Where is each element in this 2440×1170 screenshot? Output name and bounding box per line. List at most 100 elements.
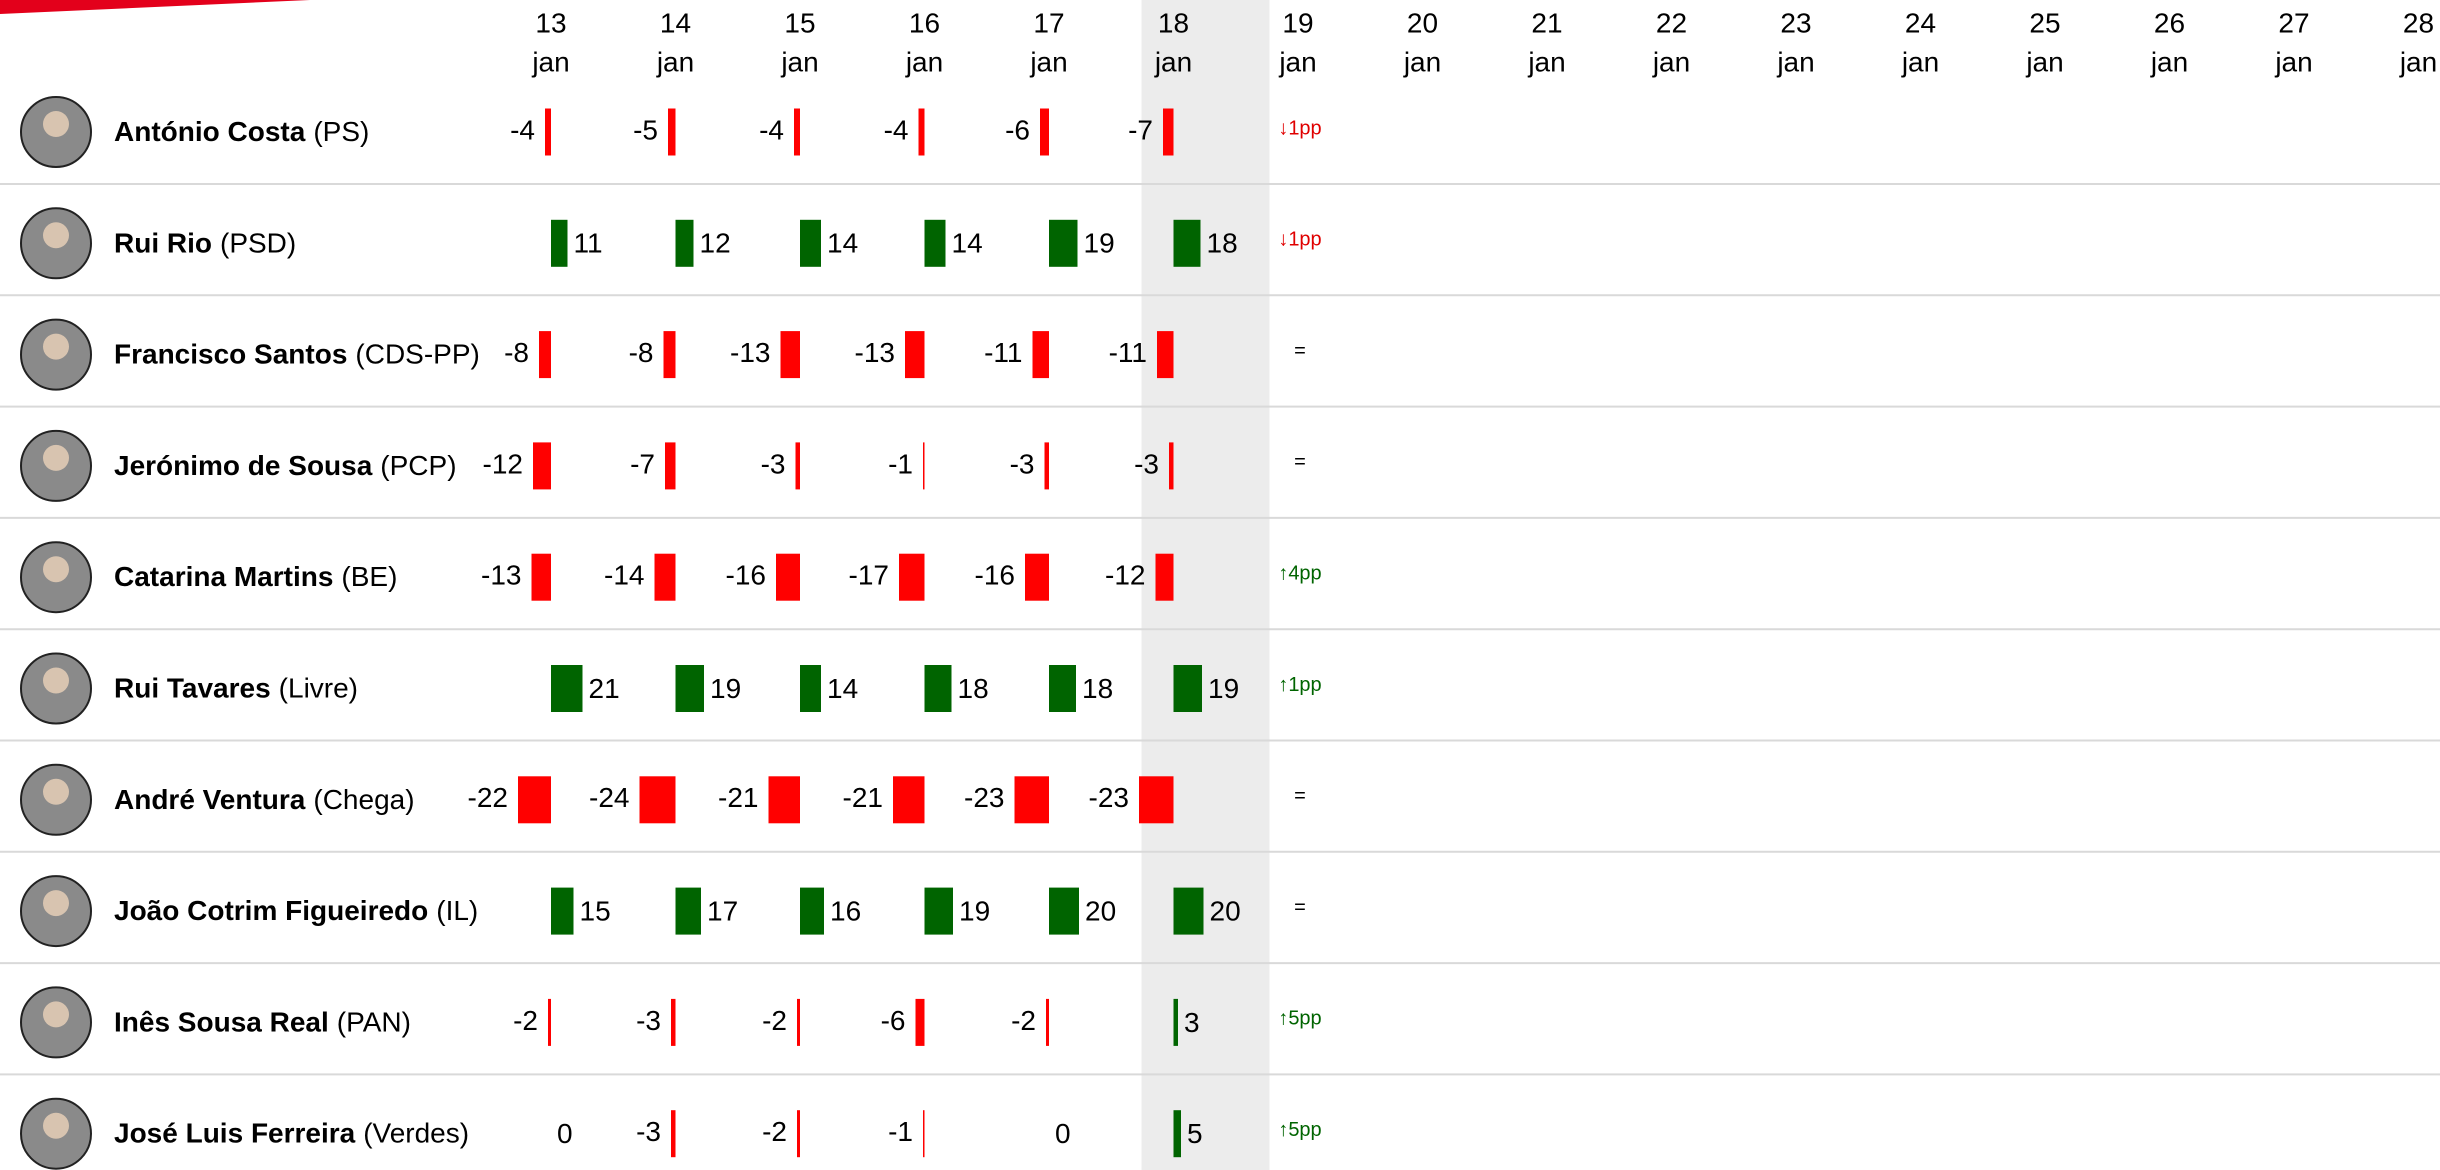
person-label: Francisco Santos(CDS-PP) xyxy=(114,339,480,370)
column-month: jan xyxy=(2150,46,2188,77)
bar xyxy=(796,442,801,489)
bar xyxy=(1174,888,1204,935)
value-label: -11 xyxy=(1109,337,1147,368)
value-label: 17 xyxy=(707,895,738,926)
bar xyxy=(1169,442,1174,489)
column-month: jan xyxy=(1278,46,1316,77)
bar xyxy=(797,999,800,1046)
column-month: jan xyxy=(1652,46,1690,77)
value-label: -21 xyxy=(718,782,758,813)
person-name: João Cotrim Figueiredo xyxy=(114,895,428,926)
value-label: -2 xyxy=(513,1005,538,1036)
value-label: -7 xyxy=(1128,114,1153,145)
column-day: 25 xyxy=(2029,7,2060,38)
person-label: Catarina Martins (BE) xyxy=(114,562,397,593)
column-day: 28 xyxy=(2403,7,2434,38)
column-month: jan xyxy=(1403,46,1441,77)
value-label: -2 xyxy=(1011,1005,1036,1036)
bar xyxy=(1174,1110,1182,1157)
change-label: ↑1pp xyxy=(1278,674,1321,696)
column-day: 24 xyxy=(1905,7,1936,38)
avatar-head xyxy=(43,1113,69,1139)
value-label: -13 xyxy=(730,337,770,368)
person-name: Rui Rio xyxy=(114,228,212,259)
value-label: -23 xyxy=(1089,782,1129,813)
avatar-head xyxy=(43,890,69,916)
change-label: ↓1pp xyxy=(1278,117,1321,139)
value-label: -14 xyxy=(604,560,644,591)
person-party: (PS) xyxy=(313,116,369,147)
person-name: António Costa xyxy=(114,116,306,147)
bar xyxy=(664,331,676,378)
column-month: jan xyxy=(1776,46,1814,77)
value-label: -16 xyxy=(975,560,1015,591)
bar xyxy=(1174,999,1179,1046)
column-month: jan xyxy=(2025,46,2063,77)
bar xyxy=(665,442,676,489)
bar xyxy=(899,554,925,601)
change-label: ↑4pp xyxy=(1278,562,1321,584)
avatar-head xyxy=(43,556,69,582)
bar xyxy=(1174,220,1201,267)
value-label: 18 xyxy=(1207,228,1238,259)
value-label: 3 xyxy=(1184,1007,1200,1038)
person-party: (PAN) xyxy=(337,1007,411,1038)
value-label: 5 xyxy=(1187,1118,1203,1149)
column-month: jan xyxy=(531,46,569,77)
person-party: (Livre) xyxy=(279,673,358,704)
value-label: 18 xyxy=(1082,673,1113,704)
change-label: = xyxy=(1294,451,1306,473)
bar xyxy=(1157,331,1174,378)
column-day: 22 xyxy=(1656,7,1687,38)
bar xyxy=(923,1110,925,1157)
avatar-head xyxy=(43,222,69,248)
person-name: Jerónimo de Sousa xyxy=(114,450,373,481)
bar xyxy=(551,665,583,712)
value-label: -3 xyxy=(761,448,786,479)
bar xyxy=(776,554,800,601)
avatar-head xyxy=(43,668,69,694)
value-label: -8 xyxy=(629,337,654,368)
person-label: André Ventura(Chega) xyxy=(114,784,415,815)
change-label: = xyxy=(1294,896,1306,918)
person-label: Rui Tavares (Livre) xyxy=(114,673,358,704)
bar xyxy=(1049,220,1078,267)
value-label: 20 xyxy=(1085,895,1116,926)
column-day: 14 xyxy=(660,7,691,38)
value-label: 14 xyxy=(827,228,858,259)
person-party: (BE) xyxy=(341,562,397,593)
column-day: 26 xyxy=(2154,7,2185,38)
column-day: 15 xyxy=(784,7,815,38)
change-label: ↓1pp xyxy=(1278,229,1321,251)
person-name: Inês Sousa Real xyxy=(114,1007,329,1038)
bar xyxy=(781,331,801,378)
bar xyxy=(671,1110,676,1157)
value-label: -3 xyxy=(1134,448,1159,479)
bar xyxy=(893,776,925,823)
page: 13jan14jan15jan16jan17jan18jan19jan20jan… xyxy=(0,0,2440,1170)
value-label: -5 xyxy=(633,114,658,145)
bar xyxy=(1163,109,1174,156)
avatar-head xyxy=(43,111,69,137)
value-label: 0 xyxy=(1055,1118,1071,1149)
value-label: -21 xyxy=(843,782,883,813)
avatar-head xyxy=(43,1001,69,1027)
bar xyxy=(1049,888,1079,935)
person-name: Catarina Martins xyxy=(114,562,333,593)
person-name: Francisco Santos xyxy=(114,339,347,370)
person-label: Inês Sousa Real (PAN) xyxy=(114,1007,411,1038)
bar xyxy=(925,220,946,267)
column-month: jan xyxy=(656,46,694,77)
person-name: André Ventura xyxy=(114,784,306,815)
bar xyxy=(676,665,705,712)
bar xyxy=(533,442,551,489)
person-name: Rui Tavares xyxy=(114,673,271,704)
bar xyxy=(545,109,551,156)
value-label: 14 xyxy=(952,228,983,259)
value-label: 19 xyxy=(959,895,990,926)
bar xyxy=(671,999,676,1046)
bar xyxy=(919,109,925,156)
value-label: -23 xyxy=(964,782,1004,813)
person-label: João Cotrim Figueiredo(IL) xyxy=(114,895,478,926)
bar xyxy=(676,888,702,935)
